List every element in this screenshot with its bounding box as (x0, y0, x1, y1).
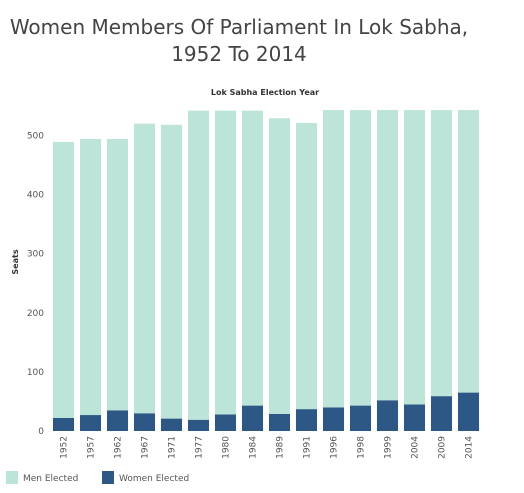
bar-women-1999 (376, 400, 399, 431)
bar-women-1991 (295, 409, 318, 431)
legend-swatch-men (6, 471, 18, 484)
bar-men-1991 (295, 123, 318, 410)
x-tick-1989: 1989 (276, 436, 286, 459)
x-tick-2009: 2009 (438, 436, 448, 459)
x-tick-1984: 1984 (249, 436, 259, 459)
x-tick-1980: 1980 (222, 436, 232, 459)
bar-women-1980 (214, 414, 237, 431)
y-axis-ticks: 0 100 200 300 400 500 (27, 131, 44, 437)
bar-men-1962 (106, 139, 129, 411)
bar-men-1957 (79, 139, 102, 416)
x-axis-ticks: 1952 1957 1962 1967 1971 1977 1980 1984 1989 1991… (60, 436, 475, 459)
bar-men-1998 (349, 110, 372, 406)
bar-men-2004 (403, 110, 426, 405)
y-axis-label: Seats (11, 249, 20, 274)
y-tick-0: 0 (38, 427, 44, 437)
bar-women-1998 (349, 405, 372, 431)
bar-men-1971 (160, 124, 183, 419)
x-tick-1962: 1962 (114, 436, 124, 459)
bar-women-2014 (457, 392, 480, 431)
x-tick-1998: 1998 (357, 436, 367, 459)
legend-label-men: Men Elected (23, 474, 78, 484)
bar-women-1962 (106, 410, 129, 431)
bar-men-2009 (430, 110, 453, 397)
x-tick-2014: 2014 (465, 436, 475, 459)
bar-women-1952 (52, 418, 75, 431)
bar-women-1989 (268, 413, 291, 431)
bar-men-1996 (322, 110, 345, 408)
y-tick-200: 200 (27, 309, 44, 319)
y-tick-500: 500 (27, 131, 44, 141)
bar-men-1980 (214, 110, 237, 415)
bar-women-1967 (133, 413, 156, 431)
x-tick-1977: 1977 (195, 436, 205, 459)
x-tick-1967: 1967 (141, 436, 151, 459)
y-tick-100: 100 (27, 368, 44, 378)
bar-men-1989 (268, 118, 291, 414)
y-tick-400: 400 (27, 191, 44, 201)
bar-men-1999 (376, 110, 399, 401)
bar-men-1952 (52, 141, 75, 418)
x-tick-1957: 1957 (87, 436, 97, 459)
bars-group (52, 110, 480, 431)
bar-men-2014 (457, 110, 480, 393)
x-tick-1999: 1999 (384, 436, 394, 459)
chart-title: Women Members Of Parliament In Lok Sabha… (9, 15, 469, 66)
x-tick-1991: 1991 (303, 436, 313, 459)
bar-men-1977 (187, 110, 210, 420)
bar-women-1957 (79, 415, 102, 431)
top-axis-label: Lok Sabha Election Year (211, 88, 319, 97)
x-tick-1996: 1996 (330, 436, 340, 459)
y-tick-300: 300 (27, 250, 44, 260)
bar-women-1971 (160, 418, 183, 431)
legend-label-women: Women Elected (119, 474, 189, 484)
legend: Men Elected Women Elected (6, 471, 189, 484)
bar-men-1967 (133, 123, 156, 414)
bar-women-2004 (403, 404, 426, 431)
x-tick-1971: 1971 (168, 436, 178, 459)
x-tick-2004: 2004 (411, 436, 421, 459)
bar-women-2009 (430, 396, 453, 431)
legend-swatch-women (102, 471, 114, 484)
bar-women-1984 (241, 405, 264, 431)
bar-men-1984 (241, 110, 264, 406)
bar-women-1977 (187, 419, 210, 431)
x-tick-1952: 1952 (60, 436, 70, 459)
bar-women-1996 (322, 407, 345, 431)
